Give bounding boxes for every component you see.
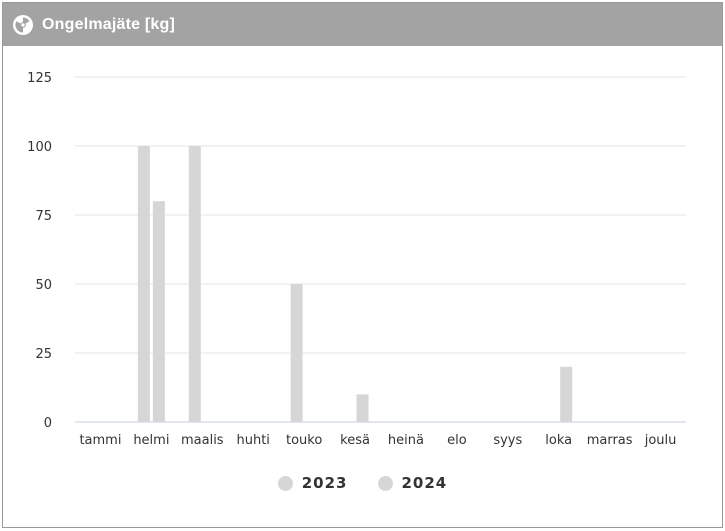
bar-2023-helmi (137, 146, 150, 422)
x-tick-label: syys (493, 433, 522, 448)
x-tick-label: tammi (79, 433, 121, 448)
bar-2024-helmi (152, 201, 165, 422)
legend-item-2024[interactable]: 2024 (377, 474, 448, 492)
y-tick-label: 125 (27, 71, 52, 86)
y-tick-label: 25 (35, 347, 52, 362)
card-title: Ongelmajäte [kg] (42, 15, 176, 33)
y-tick-label: 100 (27, 140, 52, 155)
legend-item-2023[interactable]: 2023 (277, 474, 348, 492)
legend-label: 2023 (301, 474, 348, 492)
bar-2023-maalis (188, 146, 201, 422)
legend-swatch (377, 475, 393, 491)
bar-2024-kesä (356, 394, 369, 422)
x-tick-label: touko (286, 433, 322, 448)
bar-2024-loka (560, 366, 573, 422)
legend-label: 2024 (401, 474, 448, 492)
bar-2023-touko (290, 284, 303, 422)
x-tick-label: kesä (340, 433, 370, 448)
legend-swatch (277, 475, 293, 491)
x-tick-label: loka (545, 433, 572, 448)
y-tick-label: 0 (44, 416, 52, 431)
y-tick-label: 50 (35, 278, 52, 293)
y-tick-label: 75 (35, 209, 52, 224)
x-tick-label: helmi (133, 433, 169, 448)
chart-legend: 2023 2024 (0, 474, 725, 492)
x-tick-label: joulu (644, 433, 677, 448)
card-header: Ongelmajäte [kg] (3, 3, 722, 46)
radiation-icon (12, 14, 34, 36)
x-tick-label: heinä (388, 433, 424, 448)
x-tick-label: elo (447, 433, 467, 448)
x-tick-label: huhti (236, 433, 269, 448)
x-tick-label: maalis (181, 433, 224, 448)
x-tick-label: marras (587, 433, 633, 448)
